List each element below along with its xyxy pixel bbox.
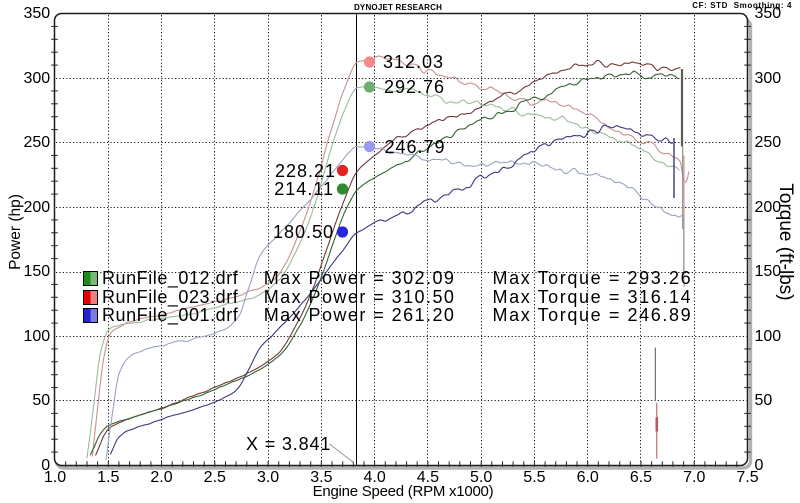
- svg-text:Torque (ft-lbs): Torque (ft-lbs): [775, 183, 796, 300]
- svg-text:Power (hp): Power (hp): [7, 194, 24, 270]
